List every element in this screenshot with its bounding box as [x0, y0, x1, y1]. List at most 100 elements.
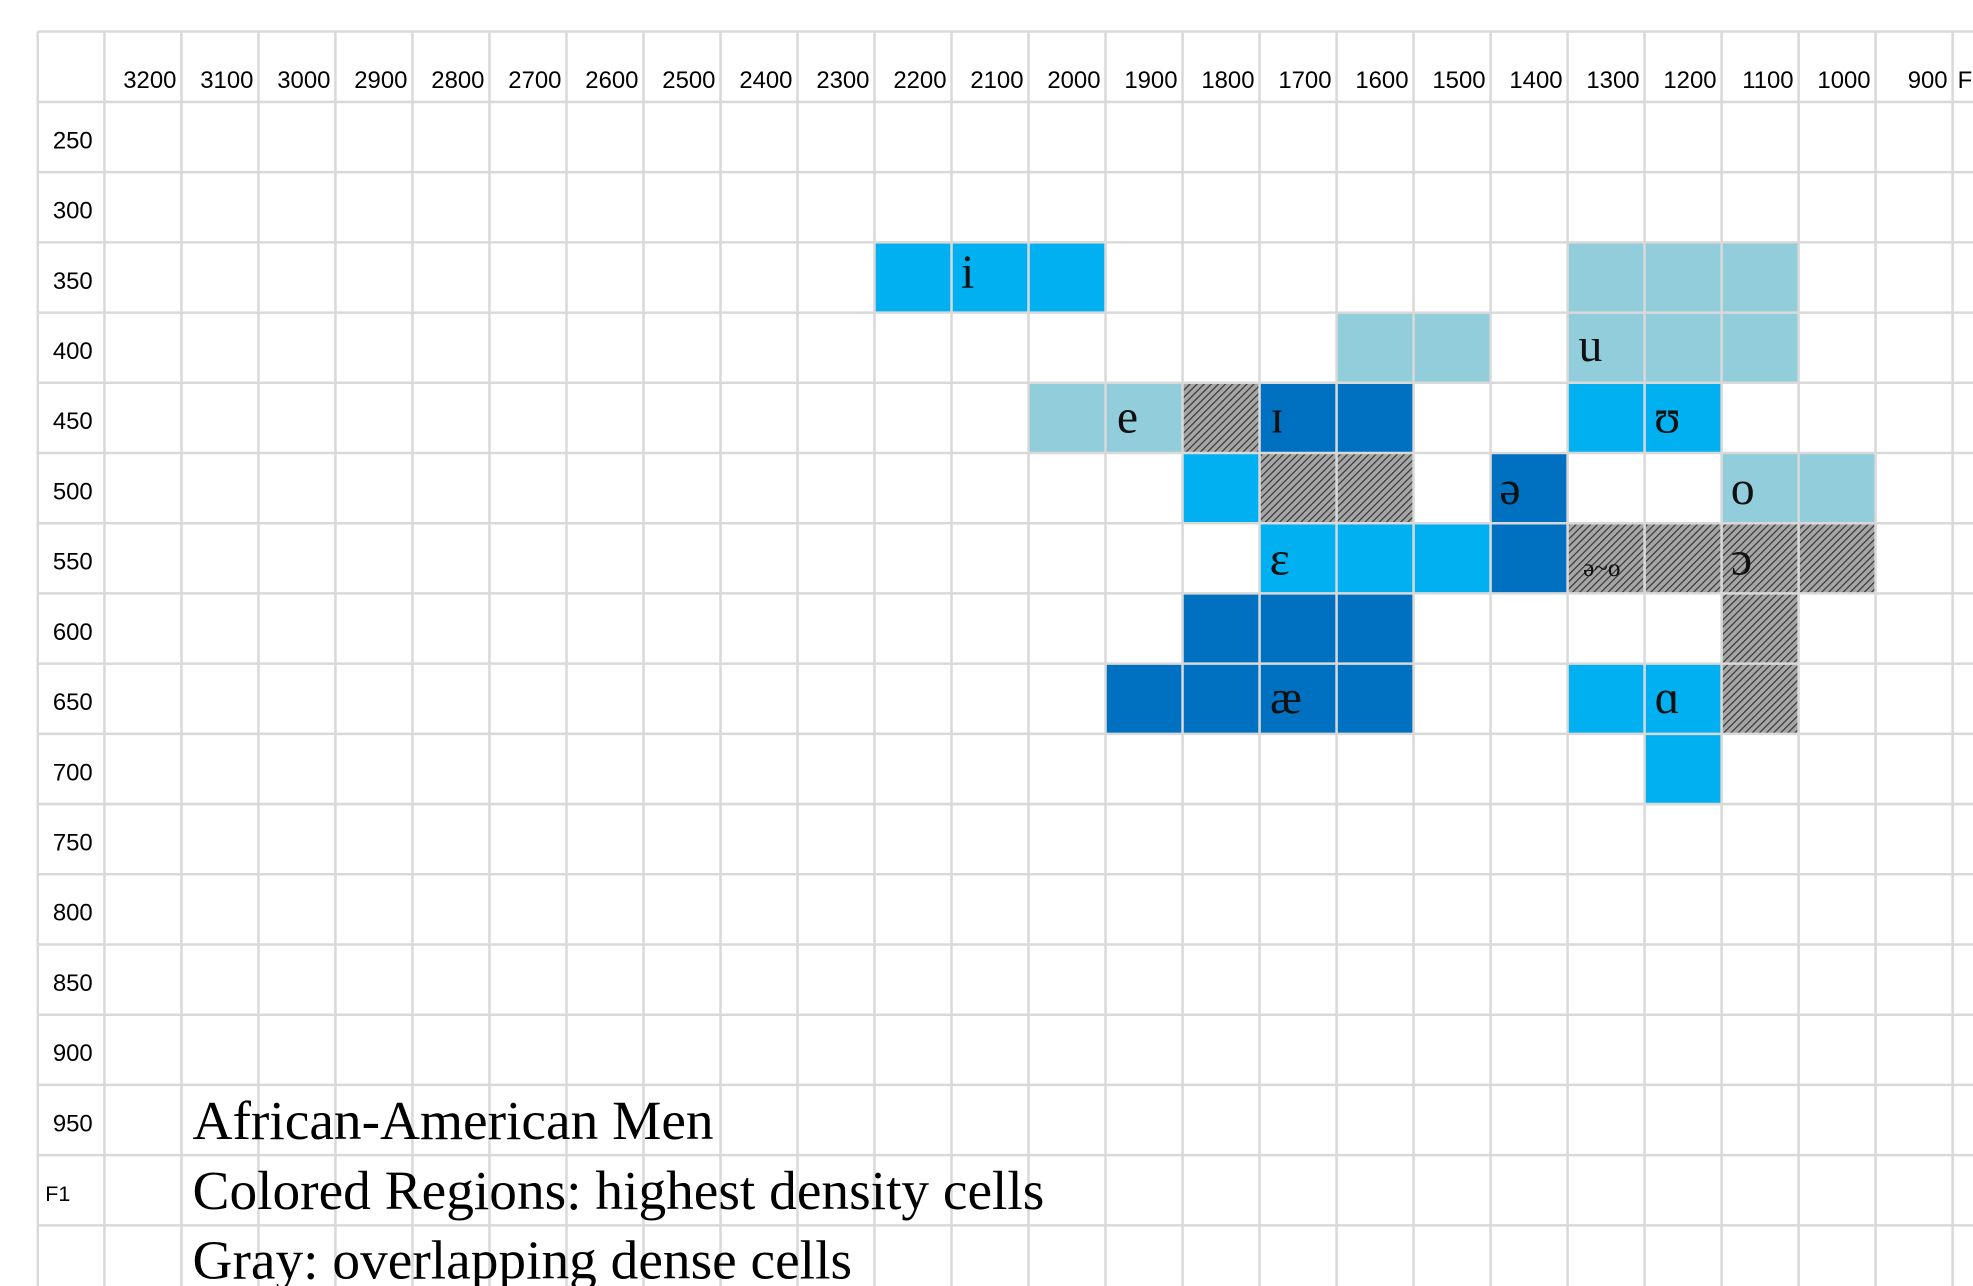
f2-header: 2200 [893, 67, 946, 94]
density-cell [1182, 593, 1261, 665]
density-cell [1259, 382, 1338, 454]
density-cell [1490, 452, 1569, 524]
density-cell [1721, 523, 1800, 595]
density-cell [1644, 733, 1723, 805]
vowel-label: o [1731, 462, 1755, 515]
density-cell [1336, 452, 1415, 524]
density-cell [1336, 523, 1415, 595]
density-cell [1336, 663, 1415, 735]
f1-header: 400 [53, 338, 93, 365]
density-cell [1490, 523, 1569, 595]
f2-header: 900 [1908, 67, 1948, 94]
vowel-label: ɔ [1731, 533, 1752, 586]
vowel-label: ɛ [1270, 533, 1290, 586]
note: Colored Regions: highest density cells [193, 1160, 1045, 1221]
density-cell [1721, 452, 1800, 524]
density-cell [1644, 312, 1723, 384]
density-cell [1644, 382, 1723, 454]
density-cell [1644, 242, 1723, 314]
vowel-label: ɑ [1655, 671, 1680, 724]
f2-header: 1000 [1817, 67, 1870, 94]
f2-header: 1300 [1586, 67, 1639, 94]
f2-header: 1900 [1124, 67, 1177, 94]
f2-header: 1800 [1201, 67, 1254, 94]
f2-header: 2700 [508, 67, 561, 94]
f1-header: 700 [53, 759, 93, 786]
f2-header: 2900 [354, 67, 407, 94]
density-cell [1413, 523, 1492, 595]
f1-header: 650 [53, 689, 93, 716]
density-cell [1182, 663, 1261, 735]
f1-header: 300 [53, 198, 93, 225]
f1-header: 500 [53, 478, 93, 505]
density-cell [1336, 382, 1415, 454]
density-cell [1721, 312, 1800, 384]
f2-header: 1200 [1663, 67, 1716, 94]
f2-header: 1500 [1432, 67, 1485, 94]
density-cell [1336, 312, 1415, 384]
f2-header: 2100 [970, 67, 1023, 94]
f1-header: 750 [53, 830, 93, 857]
vowel-label: u [1579, 319, 1603, 372]
f1-header: 600 [53, 619, 93, 646]
vowel-label: ə~o [1583, 555, 1620, 582]
f2-header: 3200 [123, 67, 176, 94]
vowel-label: ə [1499, 462, 1520, 515]
f2-header: 2500 [662, 67, 715, 94]
density-cell [1567, 312, 1646, 384]
f2-header: 2000 [1047, 67, 1100, 94]
f2-header: 1400 [1509, 67, 1562, 94]
density-cell [1798, 523, 1877, 595]
vowel-label: i [961, 246, 974, 299]
f1-header: 850 [53, 970, 93, 997]
density-cell [1105, 663, 1184, 735]
density-cell [1721, 242, 1800, 314]
density-cell [1259, 593, 1338, 665]
f1-header: 950 [53, 1110, 93, 1137]
vowel-label: ʊ [1654, 391, 1680, 444]
f2-header: 1600 [1355, 67, 1408, 94]
density-cell [1798, 452, 1877, 524]
density-cell [951, 242, 1030, 314]
density-cell [1336, 593, 1415, 665]
density-cell [1644, 523, 1723, 595]
density-cell [1028, 242, 1107, 314]
note: African-American Men [193, 1090, 714, 1151]
f1-header: 550 [53, 549, 93, 576]
f2-header: 2600 [585, 67, 638, 94]
density-cell [1182, 382, 1261, 454]
density-cell [1721, 593, 1800, 665]
f1-axis-label: F1 [45, 1182, 70, 1206]
density-cell [1105, 382, 1184, 454]
density-cell [1721, 663, 1800, 735]
f2-header: 2400 [739, 67, 792, 94]
f1-header: 350 [53, 268, 93, 295]
density-cell [1259, 452, 1338, 524]
density-cell [1413, 312, 1492, 384]
f2-header: 2300 [816, 67, 869, 94]
f2-header: 3000 [277, 67, 330, 94]
f1-header: 250 [53, 127, 93, 154]
vowel-label: æ [1270, 671, 1302, 724]
f2-header: 1700 [1278, 67, 1331, 94]
density-cell [1567, 242, 1646, 314]
density-cell [1182, 452, 1261, 524]
density-cell [1259, 523, 1338, 595]
f2-header: 1100 [1742, 67, 1793, 94]
f2-header: 2800 [431, 67, 484, 94]
density-cell [1028, 382, 1107, 454]
vowel-label: e [1117, 391, 1138, 444]
f2-header: 3100 [200, 67, 253, 94]
f1-header: 800 [53, 900, 93, 927]
density-cell [1567, 523, 1646, 595]
vowel-label: ɪ [1271, 391, 1284, 444]
f1-header: 450 [53, 408, 93, 435]
density-cell [1259, 663, 1338, 735]
density-cell [1567, 663, 1646, 735]
density-cell [874, 242, 953, 314]
note: Gray: overlapping dense cells [193, 1229, 852, 1286]
f2-axis-label: F2 [1958, 67, 1973, 94]
f1-header: 900 [53, 1040, 93, 1067]
density-cell [1644, 663, 1723, 735]
